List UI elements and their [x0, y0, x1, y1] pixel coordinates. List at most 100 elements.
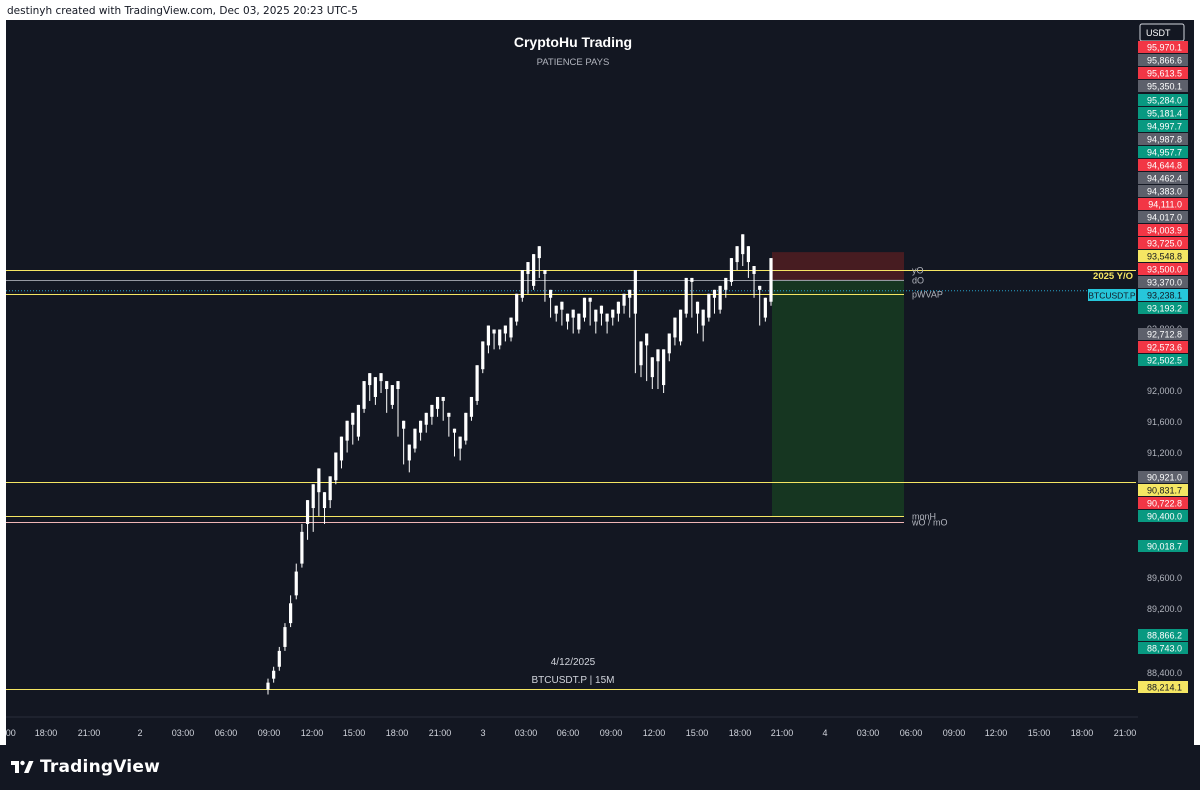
level-label: yO	[912, 266, 924, 276]
candle-body	[707, 293, 711, 318]
candle-body	[509, 317, 513, 338]
y-axis-tick: 91,200.0	[1147, 448, 1182, 458]
tradingview-brand: TradingView	[40, 757, 160, 777]
price-label-bg	[1138, 224, 1188, 236]
candle-body	[622, 293, 626, 306]
candle-body	[582, 297, 587, 318]
candle-body	[373, 377, 377, 397]
price-label-bg	[1138, 237, 1188, 249]
x-axis-tick: 18:00	[386, 728, 409, 738]
price-label-bg	[1138, 681, 1188, 693]
candle-body	[758, 285, 762, 290]
price-label-bg	[1138, 146, 1188, 158]
candle-body	[763, 297, 767, 318]
price-label-bg	[1138, 94, 1188, 106]
candle-body	[718, 285, 722, 310]
tradingview-logo[interactable]: TradingView	[10, 757, 160, 777]
candle-body	[339, 436, 344, 461]
x-axis-tick: 09:00	[943, 728, 966, 738]
price-label: 95,284.0	[1147, 96, 1182, 106]
price-label: 88,214.1	[1147, 683, 1182, 693]
price-label: 94,017.0	[1147, 213, 1182, 223]
price-label-bg	[1138, 289, 1188, 301]
price-label-bg	[1138, 354, 1188, 366]
x-axis-tick: 03:00	[515, 728, 538, 738]
price-label: 95,350.1	[1147, 82, 1182, 92]
price-label-bg	[1138, 471, 1188, 483]
candle-body	[322, 492, 327, 509]
candle-body	[735, 246, 739, 263]
x-axis-tick: 06:00	[900, 728, 923, 738]
candle-body	[435, 396, 440, 409]
price-label: 94,957.7	[1147, 148, 1182, 158]
candle-body	[492, 329, 496, 334]
x-axis-tick: 4	[822, 728, 827, 738]
candle-body	[441, 396, 445, 401]
candle-body	[328, 476, 332, 501]
candle-body	[464, 412, 468, 441]
candle-body	[368, 373, 372, 386]
price-label: 95,970.1	[1147, 43, 1182, 53]
x-axis-tick: 12:00	[643, 728, 666, 738]
x-axis-tick: 09:00	[258, 728, 281, 738]
price-label-bg	[1138, 484, 1188, 496]
chart-area[interactable]: CryptoHu Trading PATIENCE PAYS 4/12/2025 BT…	[6, 20, 1194, 745]
level-label: dO	[912, 276, 924, 286]
price-chart[interactable]: CryptoHu Trading PATIENCE PAYS 4/12/2025 BT…	[6, 20, 1194, 745]
candle-body	[407, 444, 411, 461]
candle-body	[656, 349, 660, 362]
position-stop-zone	[772, 252, 904, 281]
level-label: wO / mO	[911, 518, 948, 528]
candle-body	[418, 420, 423, 433]
candle-body	[379, 373, 383, 382]
footer-bar	[0, 745, 1200, 790]
price-label-bg	[1138, 41, 1188, 53]
price-label: 90,921.0	[1147, 473, 1182, 483]
price-label-bg	[1138, 540, 1188, 552]
x-axis-tick: 15:00	[1028, 728, 1051, 738]
price-label-bg	[1138, 510, 1188, 522]
candle-body	[746, 246, 750, 263]
x-axis-tick: 18:00	[729, 728, 752, 738]
candle-body	[673, 317, 677, 338]
candle-body	[498, 329, 502, 346]
candle-body	[712, 289, 717, 298]
candle-body	[695, 301, 700, 314]
price-label-bg	[1138, 211, 1188, 223]
level-label: pWVAP	[912, 290, 943, 300]
price-label: 95,181.4	[1147, 109, 1182, 119]
candle-body	[362, 381, 366, 409]
x-axis-tick: 3	[480, 728, 485, 738]
price-label: 92,712.8	[1147, 330, 1182, 340]
candle-body	[430, 404, 434, 417]
position-target-zone	[772, 280, 904, 516]
candle-body	[300, 531, 304, 564]
candle-body	[283, 627, 287, 647]
x-axis-tick: 12:00	[301, 728, 324, 738]
candle-body	[616, 301, 621, 314]
x-axis-tick: 5:00	[6, 728, 16, 738]
level-label: monH	[912, 512, 936, 522]
x-axis-tick: 15:00	[343, 728, 366, 738]
price-label: 90,831.7	[1147, 486, 1182, 496]
candle-body	[447, 412, 451, 417]
candle-body	[571, 309, 575, 318]
candle-body	[639, 341, 643, 366]
candle-body	[272, 670, 276, 679]
candle-body	[305, 500, 310, 524]
candle-body	[769, 258, 773, 302]
candle-body	[458, 436, 462, 449]
price-label-bg	[1138, 497, 1188, 509]
candle-body	[554, 305, 558, 314]
candle-body	[633, 270, 637, 314]
price-label: 92,502.5	[1147, 356, 1182, 366]
price-label-bg	[1138, 263, 1188, 275]
price-label-bg	[1138, 185, 1188, 197]
candle-body	[729, 258, 734, 282]
x-axis-tick: 18:00	[1071, 728, 1094, 738]
candle-body	[537, 246, 541, 259]
candle-body	[469, 396, 474, 417]
price-label-bg	[1138, 54, 1188, 66]
candle-body	[611, 309, 615, 318]
y-axis-tick: 91,600.0	[1147, 417, 1182, 427]
